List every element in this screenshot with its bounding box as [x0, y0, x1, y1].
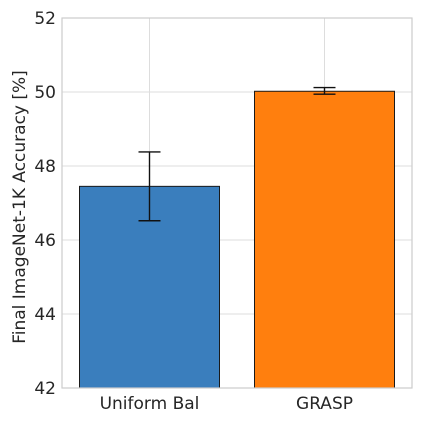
y-tick-label: 50: [34, 83, 56, 103]
y-tick-label: 48: [34, 157, 56, 177]
bars: [79, 90, 395, 389]
y-tick-label: 44: [34, 305, 56, 325]
y-tick-label: 52: [34, 9, 56, 29]
error-bar: [138, 151, 161, 222]
x-tick-labels: Uniform Bal GRASP: [100, 394, 353, 414]
error-bar: [313, 86, 336, 95]
x-tick-label: Uniform Bal: [100, 394, 200, 414]
y-axis-label: Final ImageNet-1K Accuracy [%]: [10, 70, 30, 344]
y-tick-label: 42: [34, 379, 56, 399]
y-tick-labels: 42 44 46 48 50 52: [34, 9, 56, 399]
plot-frame: [61, 17, 413, 389]
y-tick-label: 46: [34, 231, 56, 251]
error-bars: [138, 86, 336, 222]
bar-grasp: [254, 90, 395, 389]
x-tick-label: GRASP: [296, 394, 353, 414]
